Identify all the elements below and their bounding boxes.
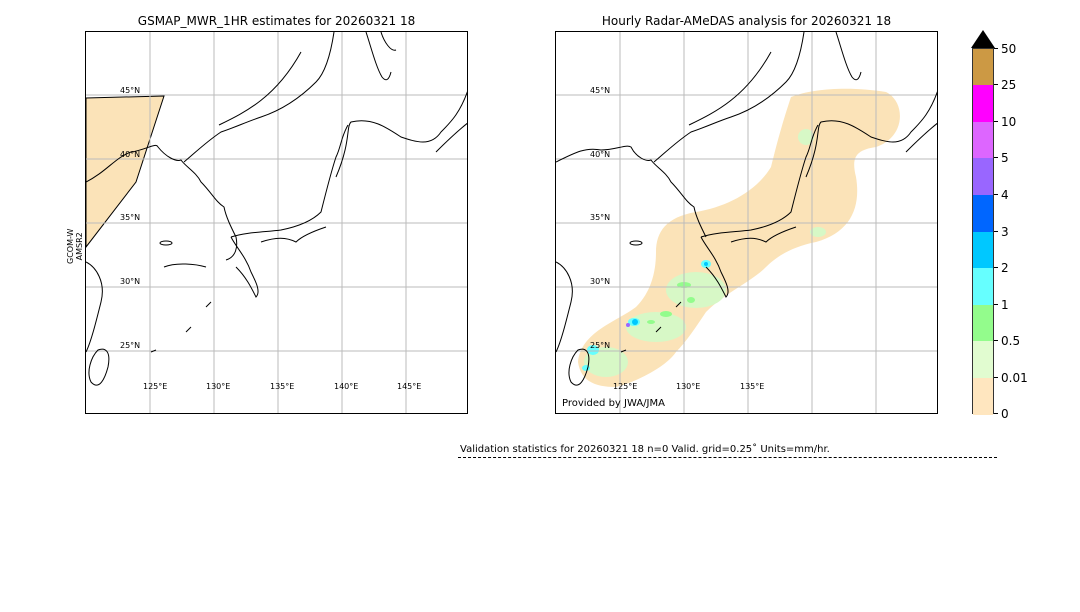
- colorbar-tick: [994, 377, 998, 378]
- lat-label-30: 30°N: [120, 277, 141, 286]
- precip-area-0.01-0.5: [584, 129, 826, 377]
- lat-label-40: 40°N: [590, 150, 611, 159]
- colorbar-label-3: 3: [1001, 225, 1009, 239]
- colorbar-segment-4-5: [973, 158, 993, 195]
- colorbar-segment-5-10: [973, 122, 993, 158]
- lat-label-35: 35°N: [590, 213, 611, 222]
- left-panel-title: GSMAP_MWR_1HR estimates for 20260321 18: [137, 14, 416, 28]
- precip-area-0.5-1: [647, 282, 695, 324]
- lon-label-140: 140°E: [334, 382, 359, 391]
- colorbar-tick: [994, 231, 998, 232]
- lon-label-135: 135°E: [740, 382, 765, 391]
- precip-area-light: [578, 88, 900, 387]
- colorbar-segment-25-50: [973, 49, 993, 85]
- grid-lines: [86, 32, 467, 413]
- colorbar-label-0.5: 0.5: [1001, 334, 1021, 348]
- colorbar-tick: [994, 413, 998, 414]
- lon-label-130: 130°E: [676, 382, 701, 391]
- lat-label-35: 35°N: [120, 213, 141, 222]
- lat-label-45: 45°N: [590, 86, 611, 95]
- lon-label-125: 125°E: [613, 382, 638, 391]
- satellite-swath-area: [86, 95, 165, 248]
- colorbar-label-0.01: 0.01: [1001, 371, 1028, 385]
- colorbar-tick: [994, 84, 998, 85]
- right-panel-title: Hourly Radar-AMeDAS analysis for 2026032…: [601, 14, 892, 28]
- validation-divider: [458, 457, 997, 458]
- precip-area-4-5: [626, 323, 630, 327]
- colorbar-label-2: 2: [1001, 261, 1009, 275]
- sensor-instrument-name: AMSR2: [75, 232, 84, 261]
- precip-area-2-3: [632, 262, 708, 325]
- colorbar-tick: [994, 340, 998, 341]
- radar-amedas-map-panel: 45°N 40°N 35°N 30°N 25°N 125°E 130°E 135…: [555, 31, 938, 414]
- gsmap-map-panel: 45°N 40°N 35°N 30°N 25°N 125°E 130°E 135…: [85, 31, 468, 414]
- colorbar-tick: [994, 48, 998, 49]
- colorbar-label-0: 0: [1001, 407, 1009, 421]
- colorbar-segment-3-4: [973, 195, 993, 232]
- colorbar-segment-1-2: [973, 268, 993, 305]
- colorbar-segment-0-0.01: [973, 378, 993, 415]
- radar-map-graphic: [556, 32, 937, 413]
- lat-label-45: 45°N: [120, 86, 141, 95]
- colorbar-tick: [994, 157, 998, 158]
- colorbar-tick: [994, 304, 998, 305]
- gsmap-map-graphic: [86, 32, 467, 413]
- grid-lines: [556, 32, 937, 413]
- lat-label-30: 30°N: [590, 277, 611, 286]
- colorbar-tick: [994, 267, 998, 268]
- colorbar-label-1: 1: [1001, 298, 1009, 312]
- colorbar-label-4: 4: [1001, 188, 1009, 202]
- colorbar-segment-2-3: [973, 232, 993, 268]
- lon-label-145: 145°E: [397, 382, 422, 391]
- lon-label-135: 135°E: [270, 382, 295, 391]
- data-credit: Provided by JWA/JMA: [562, 398, 665, 409]
- colorbar-label-5: 5: [1001, 151, 1009, 165]
- lat-label-40: 40°N: [120, 150, 141, 159]
- lat-label-25: 25°N: [120, 341, 141, 350]
- lon-label-130: 130°E: [206, 382, 231, 391]
- colorbar-segment-0.01-0.5: [973, 341, 993, 378]
- colorbar-tick: [994, 194, 998, 195]
- colorbar-tick: [994, 121, 998, 122]
- lat-label-25: 25°N: [590, 341, 611, 350]
- coastlines: [556, 32, 937, 386]
- colorbar-segment-10-25: [973, 85, 993, 122]
- colorbar-segment-0.5-1: [973, 305, 993, 341]
- sensor-satellite-name: GCOM-W: [66, 228, 75, 264]
- validation-statistics-text: Validation statistics for 20260321 18 n=…: [460, 444, 830, 455]
- colorbar-label-25: 25: [1001, 78, 1017, 92]
- colorbar-extend-arrow: [971, 30, 995, 48]
- colorbar-label-50: 50: [1001, 42, 1017, 56]
- lon-label-125: 125°E: [143, 382, 168, 391]
- satellite-sensor-label: GCOM-W AMSR2: [66, 229, 84, 264]
- colorbar: [972, 48, 994, 415]
- colorbar-label-10: 10: [1001, 115, 1017, 129]
- coastlines: [86, 32, 467, 386]
